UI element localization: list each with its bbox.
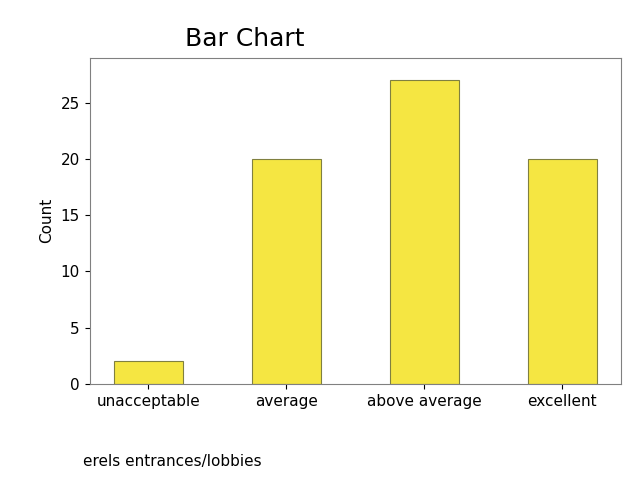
Bar (252, 159, 321, 384)
Text: Bar Chart: Bar Chart (185, 27, 305, 51)
Text: erels entrances/lobbies: erels entrances/lobbies (83, 454, 262, 468)
Bar (390, 80, 459, 384)
Bar (527, 159, 596, 384)
Bar (114, 361, 183, 384)
Y-axis label: Count: Count (38, 198, 54, 243)
